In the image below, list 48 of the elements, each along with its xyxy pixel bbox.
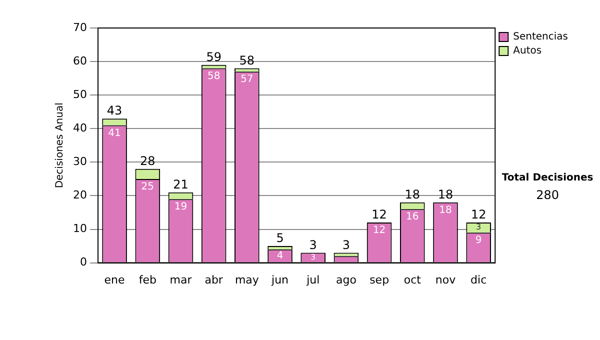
total-label: 59 [206, 50, 222, 64]
x-tick-label: jun [270, 273, 289, 286]
x-tick-label: jul [306, 273, 320, 286]
y-tick-label: 60 [72, 54, 87, 68]
text: 280 [536, 188, 560, 202]
data-label: 18 [439, 205, 452, 216]
x-tick-label: dic [470, 273, 487, 286]
x-tick-label: mar [170, 273, 192, 286]
total-label: 3 [309, 238, 317, 252]
y-tick-label: 50 [72, 88, 87, 101]
y-tick-label: 40 [72, 121, 87, 134]
total-label: 18 [438, 188, 454, 202]
x-tick-label: feb [138, 273, 156, 286]
data-label: 16 [406, 212, 419, 223]
x-tick-label: abr [204, 273, 224, 286]
y-tick-label: 10 [72, 222, 87, 236]
total-label: 28 [140, 154, 156, 168]
data-label: 3 [476, 222, 482, 232]
y-tick-label: 70 [72, 20, 87, 34]
total-label: 5 [276, 231, 284, 246]
data-label: 9 [475, 235, 482, 246]
total-label: 12 [372, 208, 387, 222]
data-label: 25 [141, 182, 154, 193]
x-tick-label: oct [404, 273, 422, 286]
total-label: 12 [470, 208, 486, 222]
total-label: 58 [239, 53, 255, 68]
x-tick-label: nov [435, 273, 456, 286]
x-tick-label: ago [336, 273, 357, 286]
legend-label: Sentencias [513, 32, 568, 43]
text: Total Decisiones [502, 172, 594, 184]
data-label: 4 [276, 250, 284, 262]
x-tick-label: ene [104, 273, 126, 286]
data-label: 41 [108, 128, 121, 139]
legend-label: Autos [513, 46, 542, 57]
y-tick-label: 0 [80, 256, 87, 269]
total-label: 21 [173, 177, 188, 192]
data-label: 19 [174, 202, 188, 213]
y-tick-label: 30 [72, 155, 87, 168]
data-label: 58 [207, 70, 220, 82]
data-label: 12 [372, 225, 386, 236]
total-label: 3 [342, 238, 350, 252]
x-tick-label: may [234, 273, 260, 286]
y-tick-label: 20 [72, 188, 87, 202]
y-axis-title: Decisiones Anual [54, 102, 66, 188]
x-tick-label: sep [370, 273, 390, 286]
data-label: 57 [240, 74, 254, 86]
total-label: 43 [106, 104, 122, 118]
total-label: 18 [404, 188, 420, 202]
